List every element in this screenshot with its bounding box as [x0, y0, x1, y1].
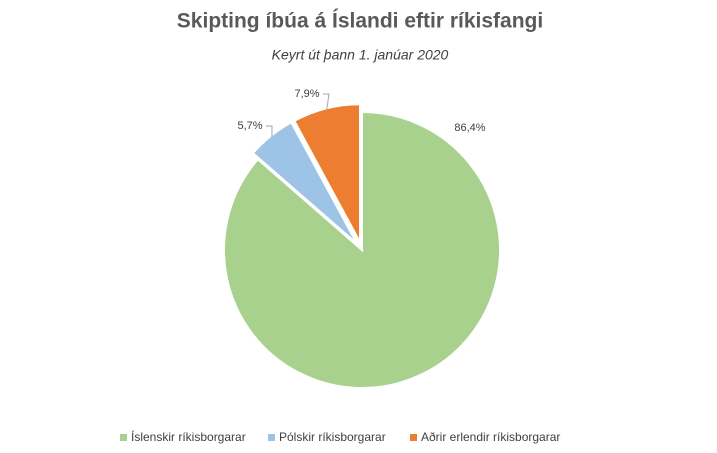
- legend-marker: [120, 434, 127, 441]
- data-label: 86,4%: [454, 122, 485, 134]
- leader-line: [266, 125, 273, 138]
- chart-title: Skipting íbúa á Íslandi eftir ríkisfangi: [177, 10, 543, 33]
- chart-subtitle: Keyrt út þann 1. janúar 2020: [272, 47, 449, 63]
- legend-text: Íslenskir ríkisborgarar: [131, 429, 246, 444]
- legend-marker: [268, 434, 275, 441]
- legend-text: Aðrir erlendir ríkisborgarar: [421, 430, 560, 444]
- pie-slice: [251, 121, 358, 245]
- data-label: 5,7%: [237, 120, 262, 132]
- pie-slice: [223, 110, 501, 389]
- legend-marker: [410, 434, 417, 441]
- pie-slice: [292, 103, 362, 243]
- leader-line: [323, 93, 330, 111]
- data-label: 7,9%: [294, 88, 319, 100]
- legend-text: Pólskir ríkisborgarar: [279, 430, 386, 444]
